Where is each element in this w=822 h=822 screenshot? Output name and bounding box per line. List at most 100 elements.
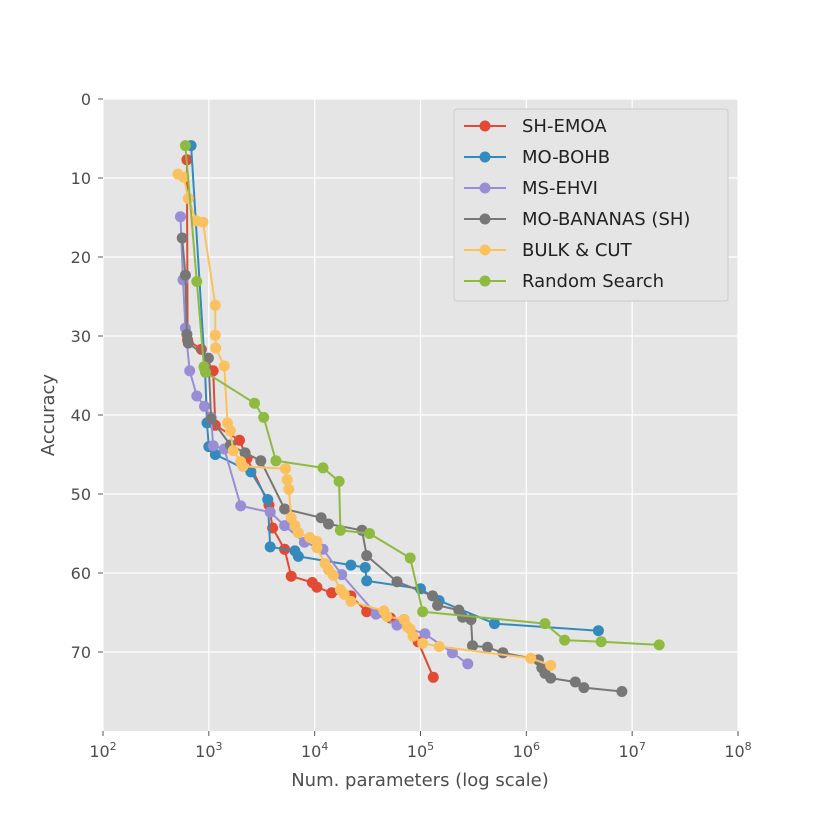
series-layer: [172, 140, 665, 697]
data-point: [333, 475, 345, 487]
data-point: [361, 575, 373, 587]
legend-entry: MO-BOHB: [464, 147, 610, 168]
legend-marker: [479, 120, 491, 132]
x-tick-label: 103: [195, 740, 222, 761]
y-tick-label: 40: [71, 406, 91, 425]
legend-entry: MO-BANANAS (SH): [464, 209, 690, 230]
data-point: [258, 411, 270, 423]
data-point: [199, 400, 210, 412]
x-tick-label: 106: [513, 740, 540, 761]
data-point: [417, 637, 429, 649]
data-point: [364, 528, 375, 539]
data-point: [181, 328, 193, 340]
y-tick-label: 70: [71, 643, 91, 662]
series-5: [179, 140, 665, 651]
x-tick-exponent: 4: [321, 740, 328, 753]
data-point: [249, 397, 260, 409]
data-point: [179, 140, 191, 152]
data-point: [359, 562, 371, 573]
data-point: [264, 506, 276, 518]
x-tick-exponent: 3: [216, 740, 223, 753]
data-point: [285, 570, 297, 582]
x-tick-label: 107: [618, 740, 645, 761]
x-tick-exponent: 5: [427, 740, 434, 753]
data-point: [202, 352, 214, 364]
data-point: [264, 541, 276, 553]
data-point: [462, 658, 474, 670]
y-tick-label: 10: [71, 169, 91, 188]
legend-box: [453, 108, 729, 302]
x-tick-base: 10: [301, 742, 321, 761]
data-point: [197, 216, 209, 228]
legend: SH-EMOA MO-BOHB MS-EHVI MO-BANANAS (SH) BULK…: [453, 108, 729, 302]
data-point: [237, 460, 249, 472]
data-point: [345, 595, 357, 607]
data-point: [559, 634, 571, 646]
data-point: [245, 466, 257, 478]
data-point: [283, 483, 295, 495]
data-point: [317, 462, 329, 474]
data-point: [207, 440, 219, 452]
data-point: [497, 647, 509, 659]
y-tick-label: 0: [81, 90, 91, 109]
data-point: [327, 569, 339, 581]
data-point: [279, 520, 291, 532]
data-point: [315, 512, 327, 524]
x-tick-exponent: 7: [639, 740, 646, 753]
data-point: [191, 276, 203, 287]
data-point: [578, 682, 590, 694]
legend-entry: MS-EHVI: [464, 178, 598, 199]
data-point: [616, 686, 628, 697]
data-point: [391, 576, 403, 588]
data-point: [433, 641, 445, 652]
data-point: [227, 445, 239, 457]
legend-label: MO-BOHB: [522, 147, 610, 168]
legend-label: BULK & CUT: [522, 240, 633, 261]
data-point: [361, 550, 373, 562]
x-tick-label: 104: [301, 740, 328, 761]
x-tick-base: 10: [407, 742, 427, 761]
x-tick-base: 10: [618, 742, 638, 761]
data-point: [427, 590, 439, 602]
x-tick-exponent: 6: [533, 740, 540, 753]
data-point: [545, 659, 557, 671]
data-point: [489, 618, 500, 630]
legend-marker: [479, 151, 491, 163]
data-point: [234, 434, 245, 446]
x-tick-base: 10: [89, 742, 109, 761]
data-point: [279, 503, 291, 515]
x-tick-base: 10: [195, 742, 215, 761]
legend-entry: Random Search: [464, 271, 664, 292]
data-point: [407, 630, 419, 642]
data-point: [482, 641, 493, 653]
x-tick-exponent: 8: [745, 740, 752, 753]
legend-label: Random Search: [522, 271, 664, 292]
legend-marker: [479, 244, 491, 256]
x-tick-label: 108: [724, 740, 751, 761]
data-point: [345, 559, 357, 571]
data-point: [235, 500, 247, 512]
data-point: [467, 640, 478, 652]
data-point: [334, 524, 346, 536]
data-point: [184, 365, 196, 377]
data-point: [653, 639, 665, 651]
data-point: [224, 425, 236, 437]
data-point: [545, 672, 557, 684]
x-tick-label: 102: [89, 740, 116, 761]
data-point: [525, 652, 537, 664]
data-point: [218, 360, 230, 372]
data-point: [209, 299, 221, 311]
data-point: [539, 618, 551, 630]
legend-marker: [479, 182, 491, 194]
x-tick-exponent: 2: [110, 740, 117, 753]
x-tick-base: 10: [513, 742, 533, 761]
data-point: [292, 527, 304, 539]
data-point: [200, 366, 211, 378]
legend-marker: [479, 275, 491, 287]
data-point: [419, 628, 431, 640]
data-point: [281, 474, 293, 486]
data-point: [239, 447, 251, 459]
data-point: [432, 599, 444, 611]
y-tick-label: 30: [71, 327, 91, 346]
